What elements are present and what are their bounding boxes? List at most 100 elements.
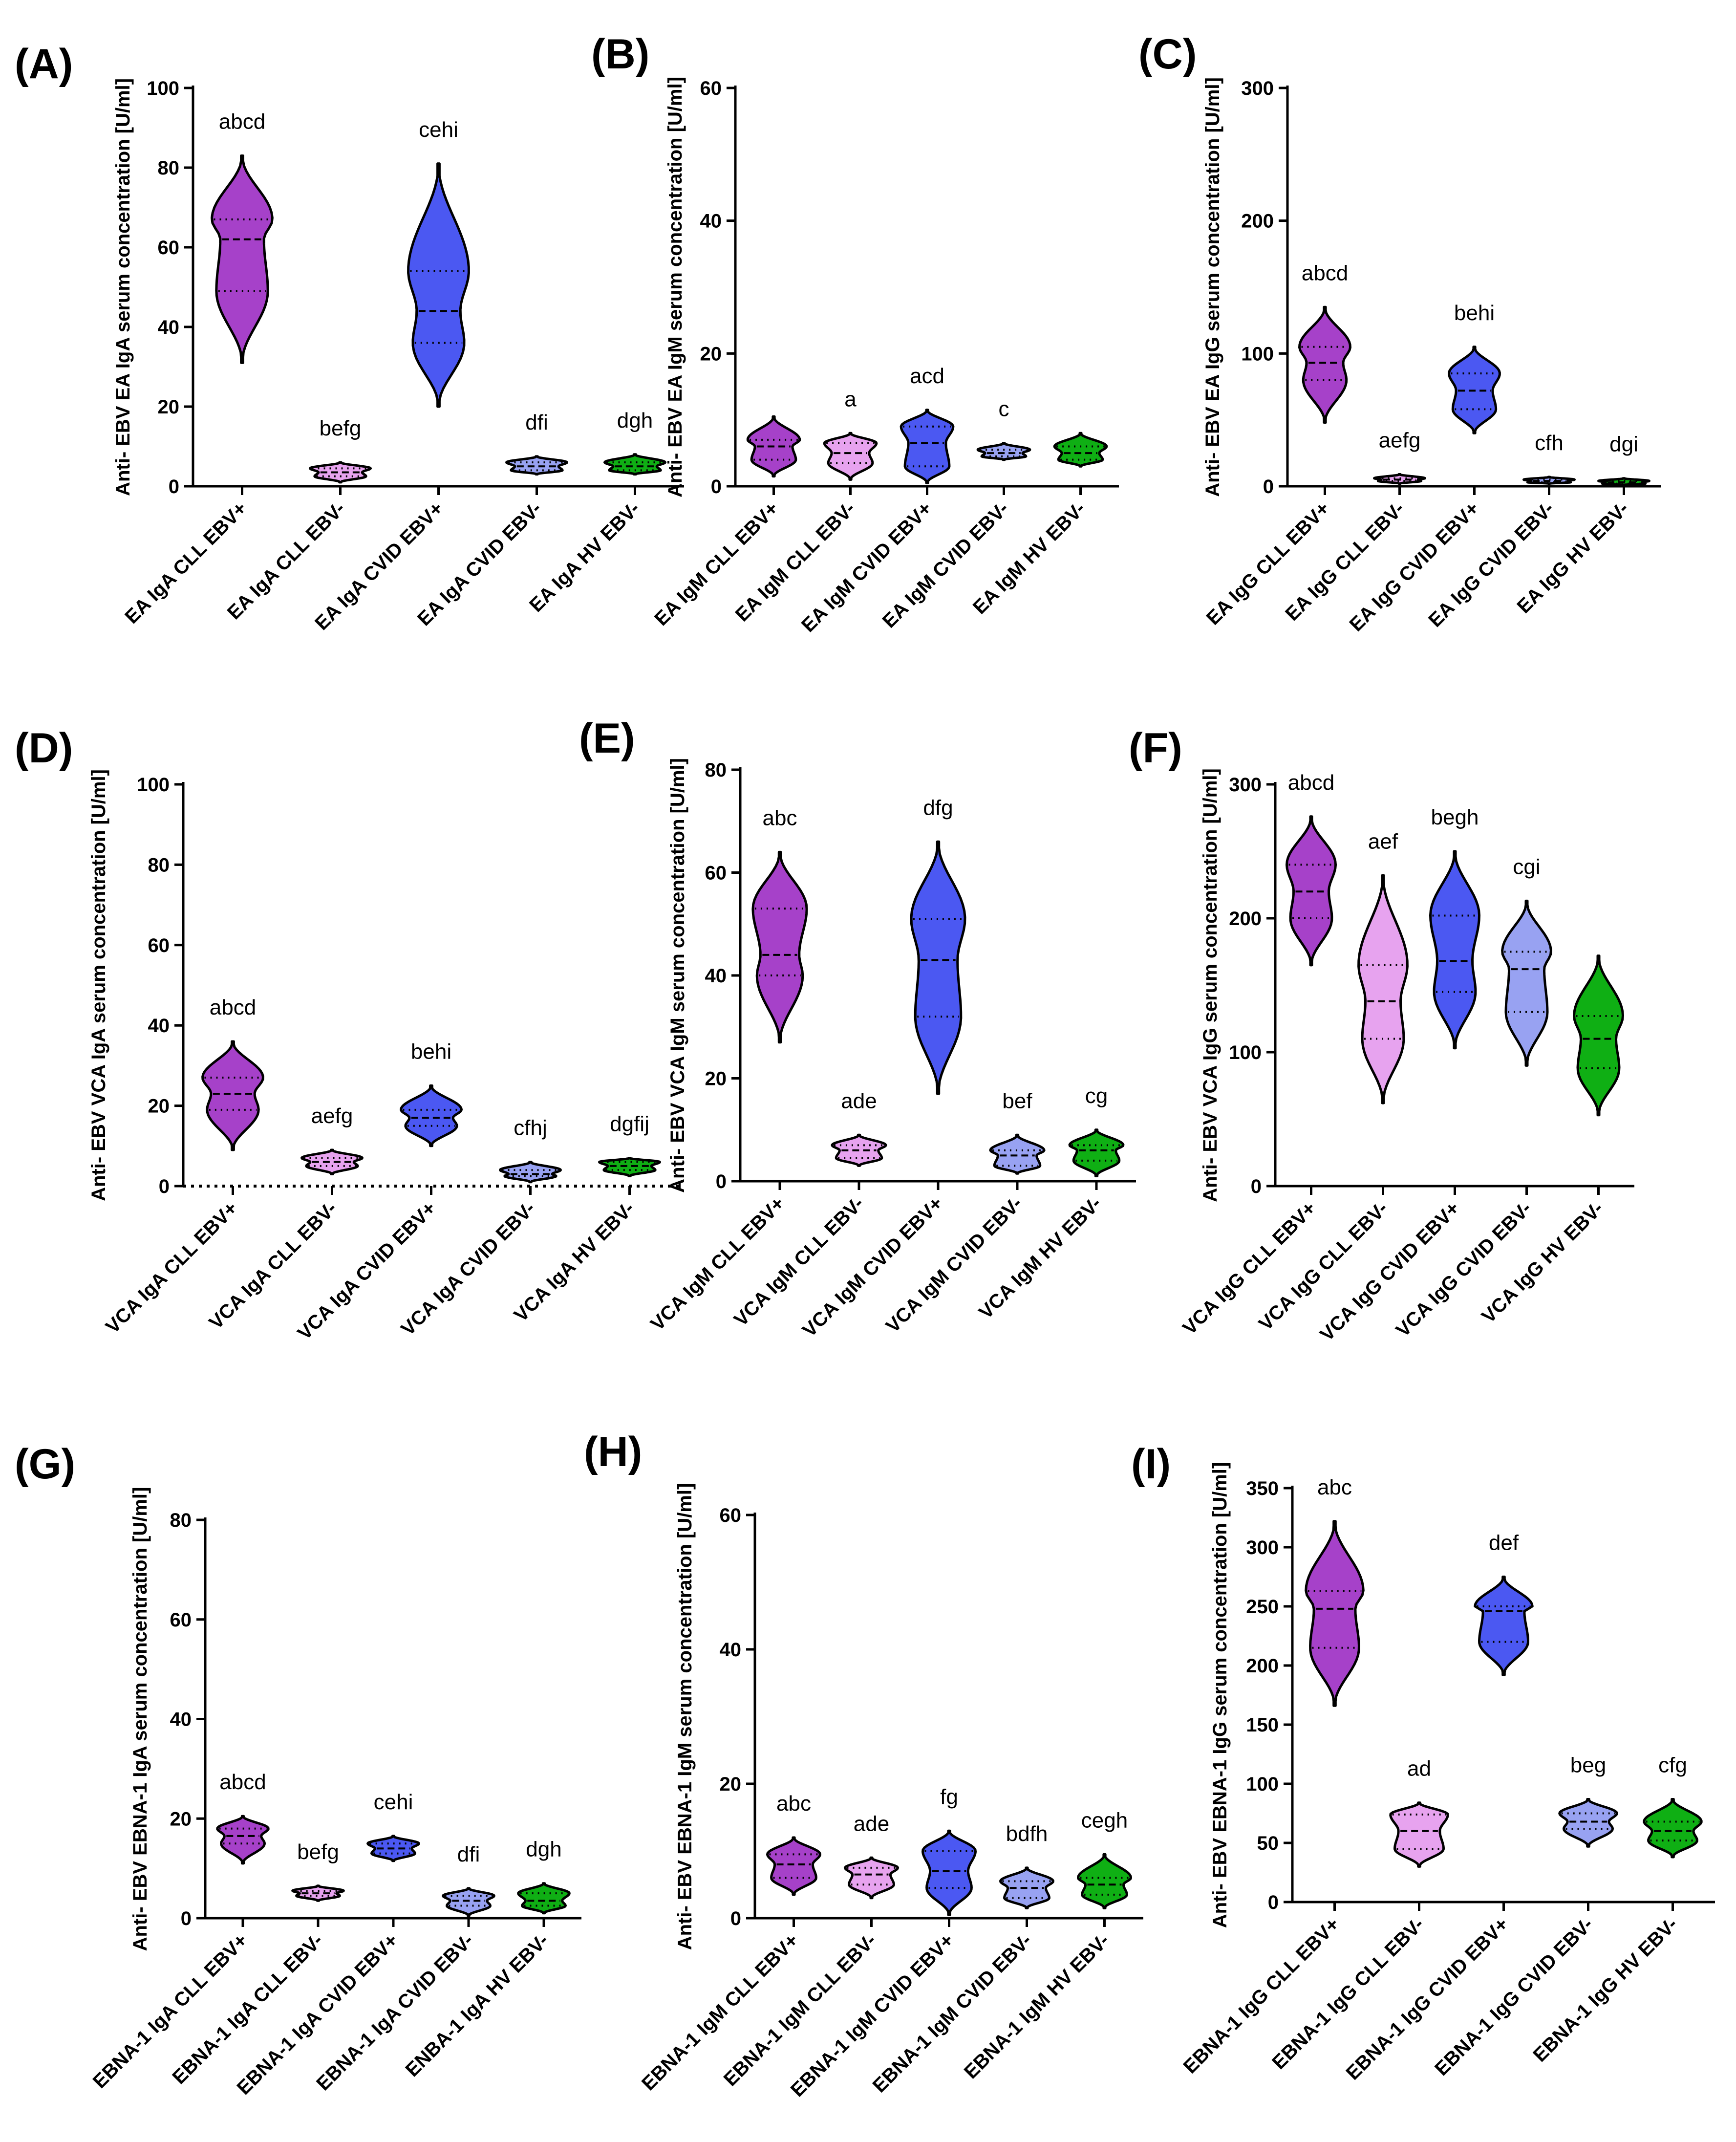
violin-cll-ebv- [1305,1520,1365,1707]
panel-d: (D) Anti- EBV VCA IgA serum concentration… [15,725,679,1344]
significance-label: dgh [617,409,653,433]
y-tick-label: 250 [1246,1596,1279,1618]
y-tick-label: 20 [700,343,722,365]
y-tick-label: 80 [705,759,727,781]
y-tick-label: 40 [158,317,180,338]
x-category-label: EA IgG CVID EBV- [1424,498,1558,631]
panel-b: (B) Anti- EBV EA IgM serum concentration … [591,31,1119,636]
panel-label: (B) [591,31,649,78]
x-category-label: EBNA-1 IgM CVID EBV+ [787,1929,958,2101]
significance-label: beg [1570,1753,1606,1777]
significance-label: cfhj [514,1116,547,1140]
x-category-label: EBNA-1 IgA CVID EBV+ [233,1929,403,2099]
violin-cvid-ebv- [1429,850,1480,1050]
y-tick-label: 0 [716,1171,727,1192]
significance-label: behi [411,1040,451,1064]
y-tick-label: 0 [181,1908,192,1929]
significance-label: ade [854,1812,889,1836]
x-category-label: VCA IgM CLL EBV- [730,1192,868,1331]
y-tick-label: 80 [148,854,170,876]
panel-e: (E) Anti- EBV VCA IgM serum concentration… [579,715,1136,1341]
panel-label: (E) [579,715,635,762]
y-axis-label: Anti- EBV VCA IgA serum concentration [U… [88,769,109,1201]
significance-label: cehi [374,1790,413,1814]
x-category-label: VCA IgG CLL EBV+ [1179,1197,1320,1339]
violin-cvid-ebv- [499,1161,562,1184]
violin-cvid-ebv- [976,442,1031,461]
violin-cll-ebv- [751,850,808,1044]
violin-hv-ebv- [1068,1128,1125,1177]
x-category-label: VCA IgG HV EBV- [1478,1197,1607,1327]
y-axis-label: Anti- EBV EBNA-1 IgA serum concentration… [129,1487,151,1951]
y-tick-label: 20 [148,1096,170,1117]
y-tick-label: 0 [169,476,179,498]
y-tick-label: 60 [170,1609,192,1631]
y-axis-label: Anti- EBV EBNA-1 IgM serum concentration… [674,1483,696,1950]
significance-label: cg [1085,1084,1108,1108]
x-category-label: VCA IgM CVID EBV- [882,1192,1027,1337]
y-axis-label: Anti- EBV EBNA-1 IgG serum concentration… [1209,1462,1231,1928]
panel-g: (G) Anti- EBV EBNA-1 IgA serum concentrat… [15,1441,581,2099]
x-category-label: EBNA-1 IgA CVID EBV- [312,1929,477,2095]
significance-label: dfg [923,796,953,820]
violin-cvid-ebv- [505,455,568,476]
y-tick-label: 300 [1229,774,1262,796]
y-axis-label: Anti- EBV EA IgA serum concentration [U/… [112,78,134,496]
violin-cvid-ebv- [900,409,955,484]
x-category-label: EA IgG CVID EBV+ [1346,498,1483,635]
significance-label: abcd [1288,771,1334,795]
x-category-label: EA IgM CLL EBV+ [650,498,783,630]
y-tick-label: 40 [148,1015,170,1037]
y-axis-label: Anti- EBV EA IgM serum concentration [U/… [664,77,686,498]
y-tick-label: 40 [170,1709,192,1731]
violin-cll-ebv- [300,1148,364,1175]
significance-label: cgi [1513,855,1540,879]
significance-label: dgfij [610,1112,649,1136]
significance-label: abcd [210,995,256,1019]
panel-label: (G) [15,1441,75,1488]
panel-label: (H) [584,1428,642,1475]
y-tick-label: 20 [158,396,180,418]
significance-label: abcd [219,110,265,134]
x-category-label: EBNA-1 IgA CLL EBV- [168,1929,327,2088]
x-category-label: EBNA-1 IgG HV EBV- [1529,1913,1681,2066]
significance-label: ad [1407,1757,1431,1781]
significance-label: befg [297,1840,339,1864]
panel-label: (F) [1129,725,1182,772]
y-tick-label: 350 [1246,1478,1279,1499]
y-tick-label: 100 [147,78,179,99]
significance-label: cfg [1658,1753,1687,1777]
significance-label: fg [940,1785,958,1809]
significance-label: def [1489,1531,1519,1555]
x-category-label: ENBA-1 IgA HV EBV- [402,1929,553,2081]
y-tick-label: 300 [1241,78,1274,99]
y-tick-label: 60 [158,237,180,259]
violin-cll-ebv- [216,1815,270,1865]
x-category-label: VCA IgG CVID EBV- [1392,1197,1536,1341]
significance-label: befg [320,416,362,440]
panel-f: (F) Anti- EBV VCA IgG serum concentration… [1129,725,1634,1345]
y-tick-label: 20 [720,1774,742,1795]
y-tick-label: 60 [700,78,722,99]
x-category-label: EBNA-1 IgM HV EBV- [960,1929,1114,2083]
violin-hv-ebv- [603,453,666,476]
significance-label: abc [763,806,797,830]
significance-label: bef [1002,1089,1032,1113]
x-category-label: EA IgM CVID EBV+ [797,498,936,636]
x-category-label: EBNA-1 IgG CLL EBV- [1268,1913,1428,2074]
x-category-label: EBNA-1 IgG CVID EBV+ [1342,1913,1512,2084]
y-tick-label: 20 [170,1808,192,1830]
significance-label: acd [910,364,944,388]
violin-cvid-ebv- [400,1084,463,1147]
y-tick-label: 20 [705,1068,727,1090]
violin-cll-ebv- [843,1856,900,1900]
y-axis-label: Anti- EBV VCA IgG serum concentration [U… [1200,768,1221,1202]
panel-label: (C) [1138,31,1197,78]
panel-c: (C)Anti- EBV EA IgG serum concentration … [1138,31,1661,636]
y-tick-label: 0 [730,1908,741,1929]
panel-a: (A) Anti- EBV EA IgA serum concentration … [15,41,684,634]
x-category-label: EBNA-1 IgM CVID EBV- [869,1929,1036,2097]
violin-cvid-ebv- [1474,1576,1534,1676]
significance-label: abcd [1302,261,1348,285]
x-category-label: VCA IgG CLL EBV- [1255,1197,1392,1335]
